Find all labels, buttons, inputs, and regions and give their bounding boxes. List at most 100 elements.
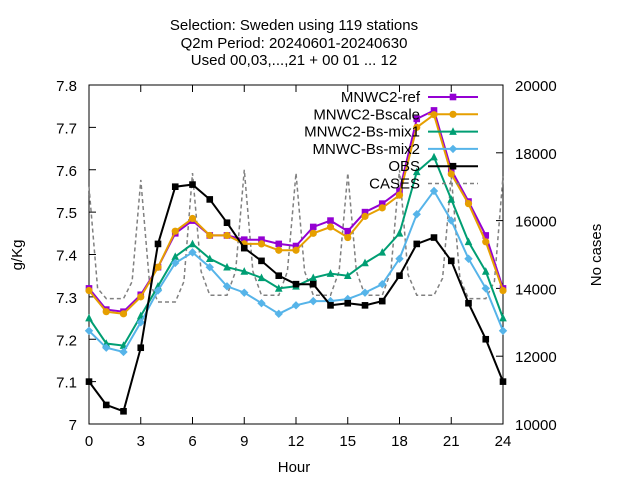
data-point (206, 196, 214, 203)
legend-label: OBS (388, 158, 420, 175)
chart-title-line-3: Used 00,03,...,21 + 00 01 ... 12 (191, 52, 397, 69)
legend-label: MNWC2-Bscale (313, 106, 420, 123)
legend-entry: MNWC2-Bs-mix1 (304, 124, 478, 141)
y-tick-label: 7.5 (56, 205, 77, 222)
data-point (447, 170, 455, 178)
data-point (171, 227, 179, 235)
data-point (309, 223, 317, 231)
data-point (412, 167, 421, 176)
legend-entry: CASES (369, 176, 478, 193)
y2-tick-label: 10000 (515, 417, 557, 434)
data-point (257, 299, 266, 308)
data-point (344, 233, 352, 242)
data-point (189, 181, 196, 188)
data-point (378, 248, 387, 256)
data-point (481, 284, 490, 293)
data-point (136, 318, 145, 327)
data-point (326, 223, 335, 231)
data-point (119, 310, 128, 318)
data-point (430, 152, 438, 161)
series-layer (84, 107, 508, 415)
data-point (258, 257, 265, 265)
data-point (137, 293, 145, 301)
y2-tick-label: 16000 (515, 214, 557, 231)
data-point (482, 238, 490, 246)
data-point (464, 254, 473, 263)
data-point (275, 246, 283, 254)
legend-label: MNWC2-Bs-mix1 (304, 124, 420, 141)
legend: MNWC2-refMNWC2-BscaleMNWC2-Bs-mix1MNWC-B… (304, 89, 478, 193)
legend-entry: OBS (388, 158, 478, 175)
data-point (309, 229, 317, 237)
data-point (206, 231, 214, 240)
data-point (361, 258, 369, 267)
data-point (396, 187, 403, 195)
legend-label: MNWC2-ref (341, 89, 421, 106)
data-point (291, 301, 301, 310)
series-mnwc-bs-mix2 (84, 186, 508, 357)
y-tick-label: 7.4 (56, 248, 77, 265)
data-point (344, 299, 352, 307)
data-point (205, 263, 214, 272)
data-point (343, 271, 352, 279)
legend-label: CASES (369, 176, 420, 193)
chart-title-line-2: Q2m Period: 20240601-20240630 (181, 35, 408, 52)
data-point (395, 229, 404, 237)
data-point (292, 246, 300, 254)
data-point (85, 313, 93, 322)
y2-tick-label: 14000 (515, 281, 557, 298)
data-point (447, 216, 456, 225)
data-point (258, 236, 265, 243)
data-point (447, 166, 455, 174)
data-point (84, 326, 94, 335)
data-point (499, 286, 507, 295)
data-point (240, 236, 248, 243)
y-axis-label: g/Kg (9, 240, 26, 271)
x-tick-label: 15 (339, 433, 356, 450)
y-tick-label: 7 (69, 417, 77, 434)
legend-swatch-marker (449, 110, 457, 118)
data-point (482, 335, 490, 343)
data-point (395, 254, 404, 263)
x-axis-label: Hour (278, 459, 311, 476)
legend-swatch-marker (448, 144, 458, 154)
data-point (240, 244, 248, 252)
data-point (188, 214, 197, 223)
data-point (396, 272, 403, 279)
legend-entry: MNWC2-ref (341, 89, 478, 106)
data-point (119, 347, 128, 357)
legend-label: MNWC-Bs-mix2 (313, 141, 420, 158)
y2-tick-label: 12000 (515, 349, 557, 366)
data-point (378, 204, 386, 212)
series-line (88, 189, 504, 354)
data-point (292, 242, 300, 250)
y-tick-label: 7.6 (56, 163, 77, 180)
data-point (395, 191, 404, 199)
data-point (240, 267, 249, 275)
data-point (499, 313, 507, 322)
data-point (223, 219, 231, 227)
data-point (447, 257, 455, 265)
data-point (413, 240, 421, 248)
data-point (344, 227, 352, 235)
data-point (378, 200, 386, 207)
data-point (361, 212, 369, 220)
data-point (275, 272, 283, 279)
data-point (292, 280, 300, 288)
data-point (171, 258, 180, 268)
chart-title-line-1: Selection: Sweden using 119 stations (170, 17, 418, 34)
data-point (257, 240, 266, 248)
y-tick-label: 7.8 (56, 78, 77, 95)
legend-entry: MNWC-Bs-mix2 (313, 141, 478, 158)
data-point (188, 239, 197, 248)
data-point (85, 378, 93, 385)
data-point (378, 279, 387, 289)
data-point (429, 186, 439, 196)
y2-tick-label: 18000 (515, 146, 557, 163)
x-tick-label: 3 (137, 433, 145, 450)
data-point (360, 288, 370, 297)
data-point (154, 263, 162, 271)
x-tick-label: 24 (495, 433, 512, 450)
legend-swatch-marker (449, 162, 457, 170)
